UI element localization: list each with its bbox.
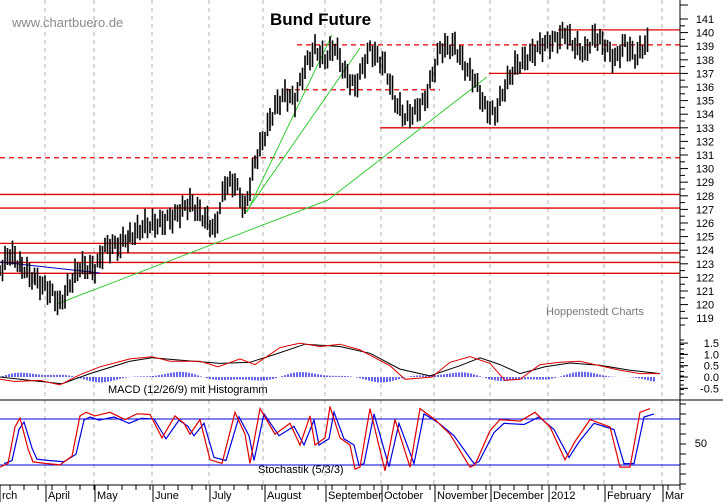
stochastic-panel: Stochastik (5/3/3) 50	[0, 400, 707, 490]
price-tick-label: 128	[696, 191, 714, 203]
month-label: August	[267, 490, 301, 502]
price-candles	[0, 21, 649, 316]
support-resistance-lines	[0, 29, 680, 274]
price-tick-label: 132	[696, 136, 714, 148]
price-tick-label: 126	[696, 218, 714, 230]
month-label: September	[328, 490, 382, 502]
stochastic-label: Stochastik (5/3/3)	[258, 464, 344, 476]
price-tick-label: 134	[696, 109, 714, 121]
price-tick-label: 131	[696, 150, 714, 162]
trendlines	[0, 34, 488, 305]
macd-panel: MACD (12/26/9) mit Histogramm -0.50.00.5…	[0, 338, 723, 401]
price-tick-label: 129	[696, 177, 714, 189]
price-tick-label: 121	[696, 286, 714, 298]
month-gridlines	[44, 0, 663, 485]
month-label: June	[155, 490, 179, 502]
macd-tick-label: -0.5	[700, 383, 719, 395]
month-label: December	[493, 490, 544, 502]
source-note: Hoppenstedt Charts	[546, 306, 644, 318]
green-channel-upper	[246, 34, 333, 213]
month-label: October	[384, 490, 423, 502]
price-tick-label: 122	[696, 272, 714, 284]
stoch-tick-50: 50	[695, 438, 707, 450]
macd-tick-label: 0.0	[704, 372, 719, 384]
price-tick-label: 120	[696, 300, 714, 312]
month-label: April	[48, 490, 70, 502]
price-tick-label: 125	[696, 232, 714, 244]
green-channel-lower	[245, 47, 361, 213]
month-label: February	[607, 490, 652, 502]
month-label: rch	[2, 490, 17, 502]
price-tick-label: 119	[696, 313, 714, 325]
price-tick-label: 135	[696, 96, 714, 108]
macd-label: MACD (12/26/9) mit Histogramm	[108, 384, 268, 396]
watermark: www.chartbuero.de	[11, 15, 123, 30]
price-tick-label: 138	[696, 55, 714, 67]
month-label: July	[212, 490, 232, 502]
price-tick-label: 139	[696, 41, 714, 53]
price-tick-label: 137	[696, 68, 714, 80]
price-tick-label: 123	[696, 259, 714, 271]
blue-trendline	[0, 261, 101, 274]
macd-tick-label: 0.5	[704, 361, 719, 373]
month-label: Mar	[665, 490, 684, 502]
price-tick-label: 136	[696, 82, 714, 94]
price-tick-label: 133	[696, 123, 714, 135]
price-tick-label: 127	[696, 204, 714, 216]
price-tick-label: 141	[696, 14, 714, 26]
price-tick-label: 130	[696, 164, 714, 176]
green-trendline-long	[56, 199, 329, 305]
price-tick-label: 124	[696, 245, 714, 257]
chart-title: Bund Future	[270, 10, 371, 29]
green-trendline-long-ext	[327, 76, 488, 201]
macd-tick-label: 1.5	[704, 338, 719, 350]
time-axis: rch April May June July August September Octobe…	[0, 484, 684, 502]
month-label: May	[97, 490, 118, 502]
macd-tick-label: 1.0	[704, 349, 719, 361]
price-tick-label: 140	[696, 28, 714, 40]
month-label: November	[437, 490, 488, 502]
month-label: 2012	[551, 490, 575, 502]
